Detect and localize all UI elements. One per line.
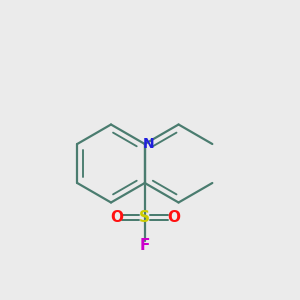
Text: N: N [142, 137, 154, 151]
Text: O: O [167, 210, 180, 225]
Text: F: F [140, 238, 150, 253]
Text: O: O [110, 210, 123, 225]
Text: S: S [139, 210, 150, 225]
